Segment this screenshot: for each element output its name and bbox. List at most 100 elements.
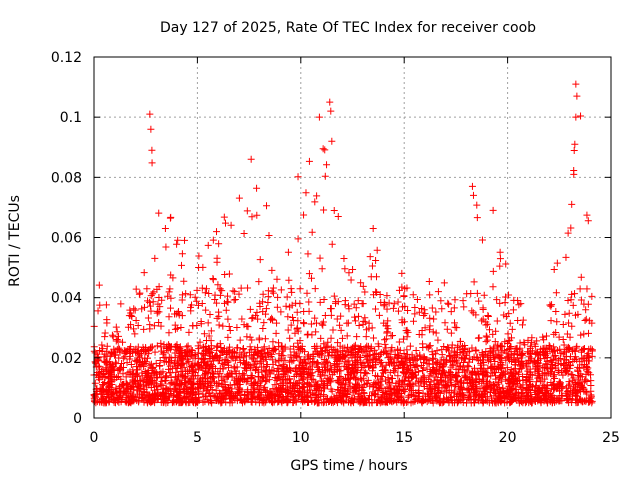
- data-point: [343, 332, 351, 340]
- data-point: [334, 212, 342, 220]
- data-point: [384, 317, 392, 325]
- data-point: [142, 345, 150, 353]
- data-point: [541, 370, 549, 378]
- data-point: [287, 351, 295, 359]
- data-point: [399, 335, 407, 343]
- data-point: [451, 349, 459, 357]
- data-point: [417, 355, 425, 363]
- data-point: [166, 393, 174, 401]
- data-point: [146, 325, 154, 333]
- data-point: [547, 394, 555, 402]
- data-point: [335, 386, 343, 394]
- data-point: [496, 248, 504, 256]
- data-point: [287, 391, 295, 399]
- data-point: [316, 372, 324, 380]
- data-point: [113, 328, 121, 336]
- data-point: [496, 372, 504, 380]
- data-point: [317, 392, 325, 400]
- data-point: [302, 359, 310, 367]
- data-point: [142, 370, 150, 378]
- data-point: [472, 371, 480, 379]
- data-point: [490, 392, 498, 400]
- data-point: [212, 393, 220, 401]
- data-point: [447, 308, 455, 316]
- data-point: [367, 273, 375, 281]
- data-point: [159, 399, 167, 407]
- data-point: [96, 301, 104, 309]
- data-point: [369, 351, 377, 359]
- data-point: [144, 396, 152, 404]
- data-point: [284, 376, 292, 384]
- data-point: [572, 80, 580, 88]
- data-point: [280, 370, 288, 378]
- data-point: [363, 370, 371, 378]
- data-point: [252, 312, 260, 320]
- data-point: [320, 206, 328, 214]
- data-point: [263, 395, 271, 403]
- data-point: [126, 379, 134, 387]
- data-point: [224, 315, 232, 323]
- data-point: [572, 344, 580, 352]
- data-point: [354, 376, 362, 384]
- data-point: [475, 334, 483, 342]
- data-point: [222, 398, 230, 406]
- data-point: [263, 373, 271, 381]
- data-point: [365, 363, 373, 371]
- data-point: [147, 292, 155, 300]
- data-point: [552, 328, 560, 336]
- data-point: [264, 293, 272, 301]
- data-point: [419, 340, 427, 348]
- data-point: [317, 349, 325, 357]
- data-point: [218, 380, 226, 388]
- data-point: [362, 396, 370, 404]
- data-point: [570, 147, 578, 155]
- data-point: [300, 319, 308, 327]
- data-point: [214, 342, 222, 350]
- data-point: [561, 356, 569, 364]
- data-point: [384, 325, 392, 333]
- data-point: [174, 362, 182, 370]
- data-point: [147, 125, 155, 133]
- data-point: [135, 350, 143, 358]
- data-point: [509, 380, 517, 388]
- data-point: [334, 363, 342, 371]
- data-point: [268, 350, 276, 358]
- data-point: [112, 360, 120, 368]
- data-point: [319, 321, 327, 329]
- data-point: [327, 385, 335, 393]
- data-point: [259, 298, 267, 306]
- data-point: [191, 396, 199, 404]
- data-point: [547, 317, 555, 325]
- data-point: [403, 346, 411, 354]
- data-point: [407, 382, 415, 390]
- data-point: [581, 376, 589, 384]
- data-point: [430, 366, 438, 374]
- data-point: [249, 355, 257, 363]
- data-point: [429, 354, 437, 362]
- data-point: [343, 348, 351, 356]
- data-point: [394, 298, 402, 306]
- data-point: [119, 354, 127, 362]
- data-point: [171, 353, 179, 361]
- data-point: [381, 387, 389, 395]
- data-point: [206, 397, 214, 405]
- data-point: [403, 333, 411, 341]
- data-point: [565, 319, 573, 327]
- data-point: [574, 366, 582, 374]
- data-point: [102, 301, 110, 309]
- data-point: [244, 284, 252, 292]
- data-point: [473, 201, 481, 209]
- data-point: [301, 348, 309, 356]
- data-point: [486, 326, 493, 334]
- data-point: [431, 384, 439, 392]
- data-point: [391, 354, 399, 362]
- data-point: [337, 326, 345, 334]
- data-point: [246, 343, 254, 351]
- data-point: [200, 354, 208, 362]
- x-tick-label: 20: [499, 430, 517, 446]
- data-point: [552, 356, 560, 364]
- data-point: [331, 361, 339, 369]
- data-point: [376, 351, 384, 359]
- data-point: [164, 358, 172, 366]
- data-point: [517, 300, 525, 308]
